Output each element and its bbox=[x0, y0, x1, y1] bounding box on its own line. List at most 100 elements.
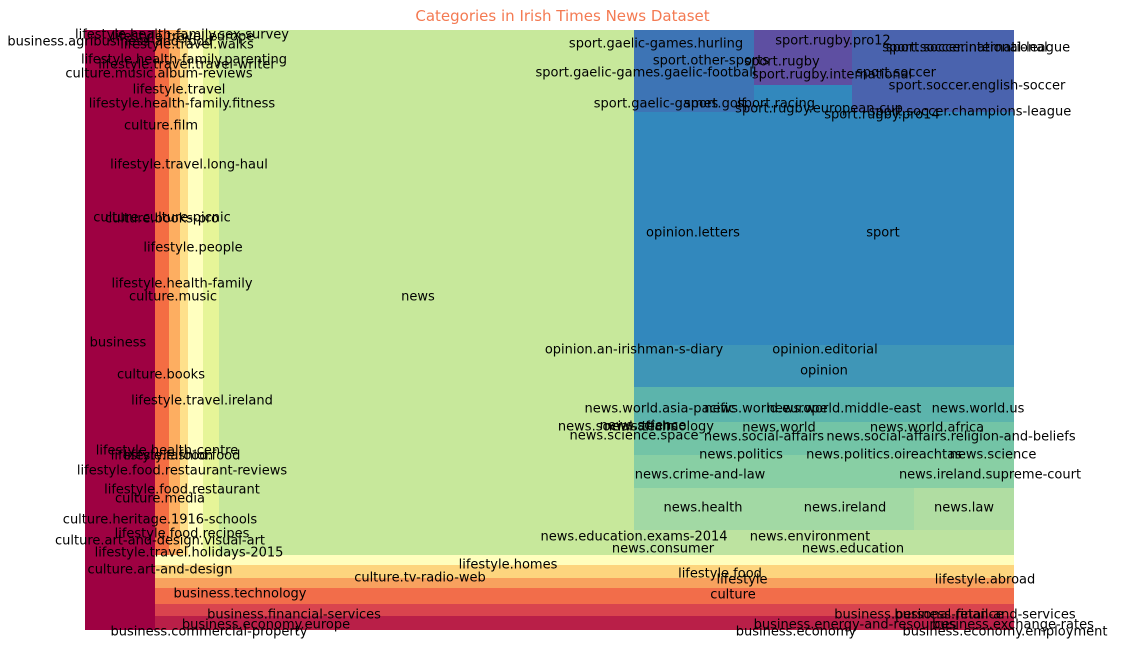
treemap-label: lifestyle.health-family.sex-survey bbox=[75, 28, 289, 43]
treemap-tile bbox=[155, 588, 1014, 604]
treemap-label: news.science bbox=[950, 448, 1037, 463]
treemap-tile bbox=[155, 565, 1014, 578]
treemap-label: lifestyle.travel.holidays-2015 bbox=[95, 546, 284, 561]
treemap-label: news.world.africa bbox=[870, 421, 984, 436]
treemap-label: news.environment bbox=[750, 530, 871, 545]
treemap-label: business.economy.europe bbox=[182, 618, 350, 633]
treemap-label: lifestyle.travel.travel-writer bbox=[98, 58, 276, 73]
treemap-label: sport.rugby.international bbox=[752, 68, 912, 83]
treemap-label: news.ireland bbox=[804, 501, 887, 516]
treemap-label: lifestyle.travel.long-haul bbox=[110, 158, 268, 173]
treemap-label: opinion bbox=[800, 364, 848, 379]
treemap-label: business.agribusiness-and-food bbox=[7, 35, 212, 50]
treemap-label: business.technology bbox=[174, 587, 307, 602]
treemap-label: culture.books-pro bbox=[105, 212, 219, 227]
treemap-label: opinion.letters bbox=[646, 226, 740, 241]
treemap-label: news.technology bbox=[604, 420, 714, 435]
treemap-tile bbox=[634, 455, 1014, 488]
treemap-label: lifestyle.health-family.fitness bbox=[89, 97, 276, 112]
treemap-label: lifestyle bbox=[717, 573, 768, 588]
treemap-label: culture.film bbox=[124, 119, 198, 134]
treemap-label: culture.tv-radio-web bbox=[354, 571, 486, 586]
treemap-label: lifestyle.food.restaurant-reviews bbox=[77, 464, 287, 479]
treemap-label: lifestyle.homes bbox=[459, 558, 558, 573]
treemap-label: news.social-affairs.religion-and-beliefs bbox=[826, 430, 1076, 445]
treemap-label: sport.soccer.english-soccer bbox=[889, 79, 1066, 94]
treemap-label: sport.other-sports bbox=[653, 54, 769, 69]
treemap-label: news.crime-and-law bbox=[635, 468, 766, 483]
treemap-label: opinion.editorial bbox=[772, 343, 877, 358]
treemap-label: business.personal-finance bbox=[834, 608, 1003, 623]
treemap-label: sport.soccer bbox=[856, 66, 937, 81]
treemap-label: news.social-affairs bbox=[558, 420, 678, 435]
treemap-label: news.consumer bbox=[612, 542, 715, 557]
treemap-label: sport.gaelic-games.gaelic-football bbox=[536, 66, 757, 81]
treemap-label: news bbox=[401, 290, 435, 305]
treemap-label: sport.gaelic-games.hurling bbox=[569, 37, 743, 52]
treemap-label: business bbox=[90, 336, 147, 351]
treemap-label: business.exchange-rates bbox=[932, 618, 1094, 633]
treemap-tile bbox=[155, 578, 1014, 588]
treemap-tile bbox=[155, 30, 169, 555]
treemap-label: culture.art-and-design bbox=[88, 563, 233, 578]
treemap-label: sport.rugby.pro14 bbox=[824, 108, 939, 123]
treemap-tile bbox=[852, 30, 1014, 112]
treemap-label: lifestyle.health-family bbox=[111, 277, 252, 292]
treemap-tile bbox=[155, 616, 1014, 630]
treemap-label: culture.music bbox=[129, 290, 217, 305]
treemap-label: sport.gaelic-games bbox=[594, 97, 719, 112]
treemap-label: culture.media bbox=[115, 492, 205, 507]
treemap-label: lifestyle.fashion bbox=[111, 449, 213, 464]
treemap-label: lifestyle.food.food bbox=[124, 449, 241, 464]
treemap-label: business.financial-services bbox=[207, 608, 381, 623]
treemap-label: lifestyle.health-family.parenting bbox=[81, 53, 287, 68]
treemap-label: culture bbox=[710, 588, 755, 603]
treemap-label: news.law bbox=[934, 501, 994, 516]
treemap-label: business.economy.employment bbox=[903, 625, 1108, 640]
treemap-tile bbox=[169, 30, 180, 555]
treemap-label: news.science.space bbox=[570, 429, 699, 444]
treemap-label: sport.soccer.national-league bbox=[886, 41, 1070, 56]
treemap-tile bbox=[155, 555, 1014, 565]
treemap-label: news.health bbox=[664, 501, 743, 516]
treemap-tile bbox=[634, 422, 1014, 455]
treemap-tile bbox=[203, 30, 219, 555]
treemap-tile bbox=[155, 604, 1014, 616]
treemap-label: news.politics bbox=[699, 448, 783, 463]
treemap-label: lifestyle.travel.europe bbox=[112, 30, 254, 45]
treemap-label: news.ireland.supreme-court bbox=[899, 468, 1081, 483]
treemap-tile bbox=[634, 345, 1014, 387]
treemap-label: lifestyle.food bbox=[678, 567, 762, 582]
treemap-label: lifestyle.travel.ireland bbox=[131, 394, 273, 409]
treemap-label: lifestyle.abroad bbox=[935, 573, 1036, 588]
treemap-label: sport.racing bbox=[737, 97, 815, 112]
treemap-label: lifestyle.food.restaurant bbox=[104, 483, 260, 498]
treemap-label: news.education bbox=[802, 542, 904, 557]
treemap-label: sport.soccer.international bbox=[882, 41, 1048, 56]
treemap-label: culture.books bbox=[117, 368, 205, 383]
treemap-label: business.retail-and-services bbox=[894, 608, 1076, 623]
treemap-label: lifestyle.travel.walks bbox=[120, 38, 254, 53]
treemap-label: culture.music.album-reviews bbox=[65, 67, 253, 82]
treemap-label: news.social-affairs bbox=[704, 430, 824, 445]
treemap-label: news.world bbox=[742, 421, 816, 436]
treemap-label: culture.culture-picnic bbox=[93, 211, 231, 226]
treemap-tile bbox=[634, 530, 1014, 555]
treemap-tile bbox=[180, 30, 188, 555]
treemap-tile bbox=[634, 387, 1014, 422]
treemap-label: business.energy-and-resources bbox=[754, 618, 957, 633]
treemap-label: news.politics.oireachtas bbox=[806, 448, 962, 463]
treemap-label: lifestyle.travel bbox=[133, 83, 226, 98]
chart-title: Categories in Irish Times News Dataset bbox=[415, 7, 710, 25]
treemap-tile bbox=[914, 488, 1014, 530]
treemap-label: lifestyle.food.recipes bbox=[115, 527, 250, 542]
treemap-label: sport.rugby bbox=[744, 55, 820, 70]
treemap-tile bbox=[754, 30, 852, 85]
treemap-tile bbox=[634, 488, 914, 530]
treemap-label: business.economy bbox=[736, 625, 857, 640]
treemap-tile bbox=[634, 30, 754, 112]
treemap-label: news.science bbox=[600, 419, 687, 434]
treemap-label: news.world.asia-pacific bbox=[584, 402, 735, 417]
treemap-tile bbox=[188, 30, 203, 555]
